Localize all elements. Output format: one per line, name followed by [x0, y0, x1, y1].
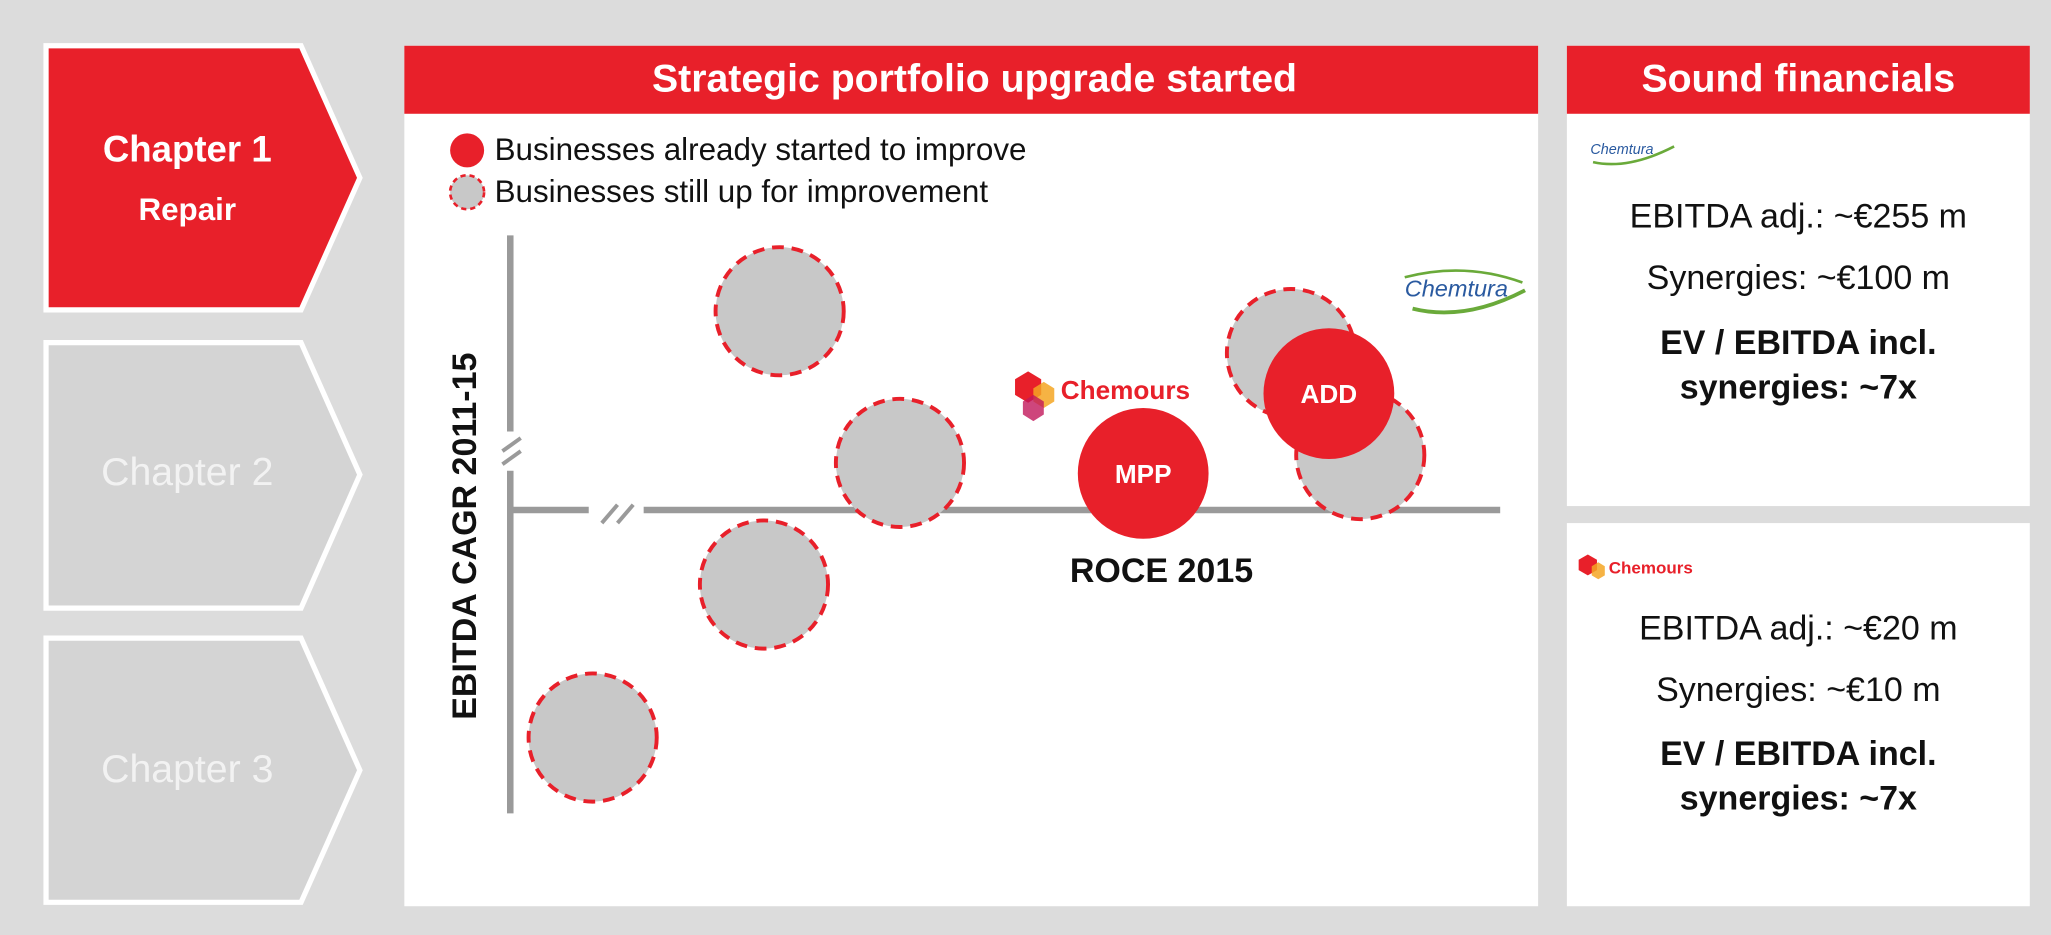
logo-text: Chemtura	[1590, 142, 1653, 158]
panel-title: Sound financials	[1641, 56, 1955, 100]
bubble-label: ADD	[1301, 379, 1358, 409]
panel	[1566, 45, 2030, 507]
legend-label: Businesses already started to improve	[495, 132, 1027, 167]
logo-swoosh	[1412, 288, 1526, 315]
logo-swoosh	[1592, 145, 1675, 166]
chemtura-logo: Chemtura	[1404, 269, 1526, 315]
bubble	[526, 671, 659, 804]
chapter-chevron	[43, 635, 363, 905]
chemours-logo: Chemours	[1578, 554, 1693, 580]
financial-line: Synergies: ~€100 m	[1647, 259, 1950, 297]
panel-header	[1566, 45, 2030, 114]
bubble	[713, 245, 846, 378]
axis-break	[501, 436, 522, 453]
panel-title: Strategic portfolio upgrade started	[652, 56, 1297, 100]
legend-swatch	[448, 173, 486, 211]
legend-swatch	[450, 133, 485, 168]
financial-highlight: EV / EBITDA incl.	[1660, 324, 1936, 362]
financial-highlight: synergies: ~7x	[1680, 779, 1917, 817]
legend-label: Businesses still up for improvement	[495, 174, 989, 209]
bubble	[1263, 328, 1395, 459]
panel	[1566, 523, 2030, 907]
chapter-title: Chapter 2	[101, 450, 273, 494]
chapter-chevron	[43, 340, 363, 611]
financial-highlight: EV / EBITDA incl.	[1660, 735, 1936, 773]
chapter-chevron	[43, 43, 363, 313]
bubble	[1077, 408, 1209, 539]
financial-line: EBITDA adj.: ~€255 m	[1630, 197, 1967, 235]
chapter-title: Chapter 3	[101, 747, 273, 791]
bubble	[833, 396, 967, 529]
chemtura-logo: Chemtura	[1590, 142, 1675, 166]
logo-text: Chemtura	[1405, 276, 1508, 302]
chapter-title: Chapter 1	[103, 128, 272, 169]
logo-swoosh	[1404, 269, 1523, 284]
chemours-logo: Chemours	[1015, 371, 1190, 422]
axis-break	[616, 503, 635, 525]
chapter-subtitle: Repair	[138, 192, 236, 227]
financial-highlight: synergies: ~7x	[1680, 369, 1917, 407]
logo-text: Chemours	[1061, 375, 1190, 405]
logo-mark	[1591, 562, 1605, 580]
axis-break	[600, 503, 619, 525]
x-axis-label: ROCE 2015	[1070, 552, 1253, 590]
bubble	[697, 518, 831, 651]
panel-header	[404, 45, 1539, 114]
logo-mark	[1022, 394, 1044, 422]
logo-text: Chemours	[1609, 558, 1693, 577]
financial-line: EBITDA adj.: ~€20 m	[1639, 609, 1957, 647]
axis-break	[501, 449, 522, 466]
financial-line: Synergies: ~€10 m	[1656, 671, 1940, 709]
bubble-label: MPP	[1115, 459, 1172, 489]
y-axis-label: EBITDA CAGR 2011-15	[446, 353, 484, 720]
